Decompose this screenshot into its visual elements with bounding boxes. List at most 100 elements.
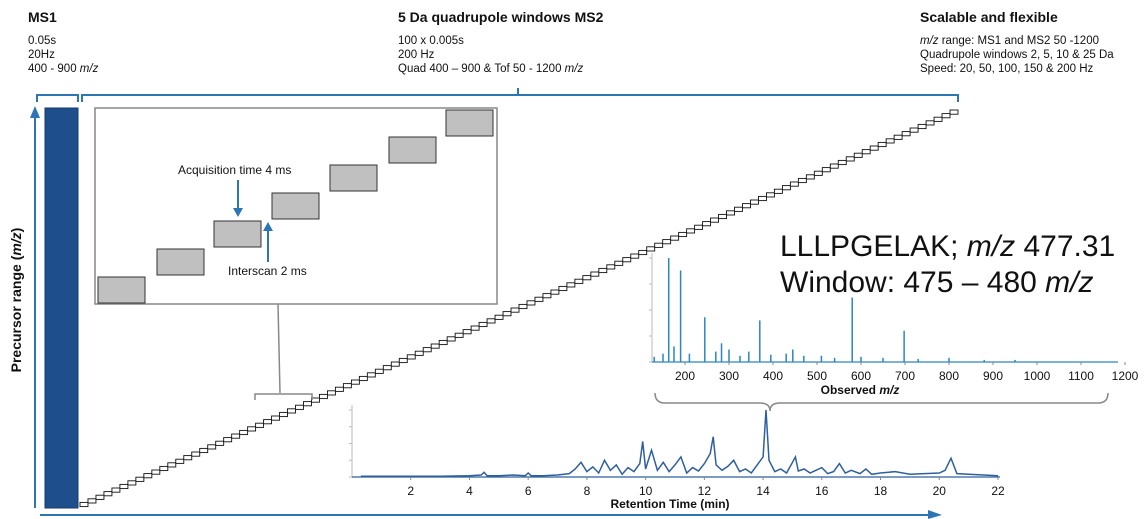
y-arrow-head [30, 106, 40, 118]
ms2-window [941, 113, 951, 119]
x-tick-label: 16 [815, 484, 829, 498]
ms2-staircase [79, 109, 959, 508]
window [388, 136, 437, 164]
ms2-window [319, 393, 328, 400]
ms2-window [702, 221, 712, 227]
x-tick-label: 6 [525, 484, 532, 498]
text-segment: 0.05s [28, 35, 56, 47]
ms2-window [215, 440, 225, 446]
y-axis-label: Precursor range (m/z) [8, 228, 24, 373]
ms2-window [758, 195, 767, 202]
window-label: Window: 475 – 480 m/z [780, 266, 1094, 299]
interscan-arrow-head [263, 222, 273, 231]
ms2-window [127, 480, 137, 486]
text-segment: 477.31 [1015, 230, 1115, 263]
ms2-window [390, 361, 400, 367]
ms2-window [606, 264, 616, 270]
ms2-window [510, 307, 520, 313]
text-segment: m/z [967, 230, 1015, 263]
ms2-window [750, 199, 759, 205]
ms2-window [821, 167, 831, 173]
text-segment: m/z [565, 63, 584, 75]
header-line: 0.05s [28, 35, 56, 47]
ms2-window [630, 253, 640, 259]
ms2-window [175, 458, 185, 464]
text-segment: 400 - 900 [28, 63, 80, 75]
ms2-window [271, 415, 280, 421]
text-segment: Speed: 20, 50, 100, 150 & 200 Hz [920, 63, 1094, 75]
window [213, 220, 262, 248]
header-title: MS1 [28, 9, 57, 25]
x-tick-label: 12 [698, 484, 712, 498]
text-segment: Window: 475 – 480 [780, 266, 1045, 299]
ms2-window [406, 354, 416, 360]
header-line: 200 Hz [398, 49, 435, 61]
text-segment: m/z [80, 63, 99, 75]
ms2-window [662, 239, 672, 245]
ms2-window [566, 282, 576, 288]
x-tick-label: 700 [895, 369, 915, 383]
inset-windows [97, 109, 494, 304]
x-tick-label: 4 [466, 484, 473, 498]
x-tick-label: 1200 [1112, 369, 1139, 383]
ms2-window [111, 487, 121, 493]
ms2-window [263, 419, 273, 425]
ms2-window [303, 401, 312, 407]
ms2-window [837, 159, 847, 166]
ms2-window [183, 455, 193, 461]
ms2-window [422, 347, 432, 353]
ms2-window [350, 379, 360, 385]
ms2-window [813, 170, 823, 176]
x-tick-label: 10 [639, 484, 653, 498]
ms2-window [598, 267, 608, 274]
x-tick-label: 2 [407, 484, 414, 498]
spectrum-bracket [654, 392, 1109, 412]
ms2-window [342, 383, 352, 389]
ms2-window [151, 469, 161, 475]
ms2-window [917, 123, 927, 130]
ms2-window [638, 249, 648, 256]
x-tick-label: 1100 [1068, 369, 1094, 383]
window [156, 248, 205, 276]
ms2-window [670, 235, 680, 241]
text-segment: 100 x 0.005s [398, 35, 464, 47]
ms2-window [765, 192, 775, 198]
ms2-window [550, 289, 560, 295]
ms2-window [199, 447, 209, 454]
x-tick-label: 400 [763, 369, 783, 383]
ms2-window [295, 404, 304, 410]
header-line: Speed: 20, 50, 100, 150 & 200 Hz [920, 63, 1094, 75]
header-line: 100 x 0.005s [398, 35, 464, 47]
ms2-window [231, 433, 241, 439]
ms2-window [119, 483, 129, 490]
ms2-window [622, 257, 632, 263]
x-tick-label: 200 [675, 369, 695, 383]
window [329, 164, 378, 192]
text-segment: Retention Time (min) [610, 497, 729, 511]
peptide-label: LLLPGELAK; m/z 477.31 [780, 230, 1115, 263]
window [271, 192, 320, 220]
chromatogram-line [360, 409, 999, 478]
ms2-window [382, 365, 392, 371]
ms2-window [845, 156, 855, 162]
ms2-window [933, 116, 943, 122]
ms2-window [502, 311, 512, 317]
ms2-window [414, 350, 424, 356]
ms2-window [446, 336, 456, 342]
text-segment: m/z [879, 383, 899, 397]
ms2-window [358, 375, 368, 382]
ms2-window [430, 343, 440, 349]
ms2-window [869, 145, 879, 151]
ms2-window [518, 303, 528, 310]
ms2-window [311, 397, 320, 403]
ms2-window [861, 149, 871, 155]
ms2-window [614, 260, 624, 266]
ms2-window [247, 426, 257, 432]
ms2-window [710, 217, 719, 223]
ms2-window [925, 120, 935, 126]
ms2-window [853, 152, 863, 158]
ms2-window [398, 357, 408, 364]
text-segment: m/z [8, 232, 24, 255]
ms2-window [574, 278, 584, 284]
